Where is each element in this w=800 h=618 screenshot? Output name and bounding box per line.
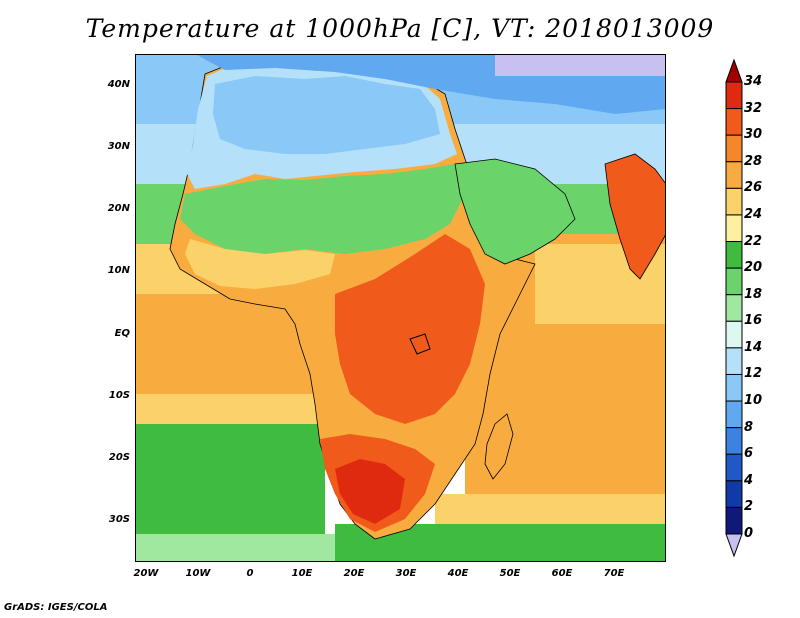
y-tick-label: 20N [107,203,130,214]
x-tick-label: 60E [551,568,573,579]
colorbar-label: 12 [744,366,763,382]
colorbar-segment [725,81,743,110]
colorbar-segment [725,373,743,402]
colorbar-cap-top [725,58,743,83]
colorbar-segment [725,506,743,535]
x-tick-label: 10W [185,568,211,579]
cold-corner [495,54,666,76]
x-tick-label: 30E [395,568,417,579]
colorbar-segment [725,427,743,455]
x-tick-label: 20W [133,568,159,579]
colorbar-label: 34 [744,74,763,89]
colorbar-segment [725,161,743,189]
sahel-green-zone [180,164,465,254]
map-title: Temperature at 1000hPa [C], VT: 20180130… [85,14,715,43]
colorbar-segment [725,400,743,429]
colorbar-segment [725,453,743,482]
colorbar-label: 32 [744,100,763,116]
colorbar-segment [725,241,743,269]
x-tick-label: 70E [603,568,625,579]
ocean-south-atlantic-edge [135,534,335,562]
colorbar-segment [725,320,743,349]
colorbar-segment [725,480,743,508]
colorbar-label: 14 [744,339,763,355]
colorbar-label: 6 [744,446,754,462]
x-tick-label: 10E [291,568,313,579]
colorbar-segment [725,108,743,136]
arabian-peninsula [454,158,576,265]
colorbar-label: 10 [744,393,763,409]
y-tick-label: 30S [108,514,130,525]
colorbar-label: 24 [744,206,763,222]
colorbar-label: 4 [744,472,754,488]
kalahari-hottest-zone [335,459,405,524]
y-tick-label: 10N [107,265,130,276]
lake-victoria [409,333,431,355]
x-tick-label: 20E [343,568,365,579]
x-tick-label: 40E [447,568,469,579]
colorbar-label: 20 [744,260,763,276]
credit-footer: GrADS: IGES/COLA [4,602,108,613]
east-africa-hot-zone [335,234,485,424]
colorbar-label: 0 [744,526,754,541]
ocean-south-atlantic-warm [135,394,325,424]
x-tick-label: 50E [499,568,521,579]
colorbar-label: 16 [744,313,763,329]
temperature-map [135,54,666,562]
colorbar-label: 30 [744,127,763,143]
y-tick-label: 10S [108,390,130,401]
colorbar-segment [725,134,743,163]
y-tick-label: EQ [114,328,130,339]
colorbar-segment [725,187,743,216]
india [604,153,666,280]
colorbar-segment [725,347,743,375]
y-tick-label: 20S [108,452,130,463]
colorbar-label: 8 [744,419,754,435]
west-africa-warm [185,239,335,289]
colorbar-segment [725,214,743,243]
colorbar-label: 26 [744,180,763,196]
colorbar-label: 2 [744,499,754,515]
y-tick-label: 40N [107,79,130,90]
madagascar [484,413,514,480]
color-scale-bar [725,58,743,558]
colorbar-label: 28 [744,153,763,169]
ocean-south-atlantic-cool [135,424,325,544]
colorbar-label: 18 [744,286,763,302]
colorbar-label: 22 [744,233,763,249]
plot-frame [135,54,666,562]
colorbar-cap-bottom [725,533,743,558]
colorbar-segment [725,294,743,322]
x-tick-label: 0 [246,568,254,579]
sahara-blue-zone [213,76,440,154]
y-tick-label: 30N [107,141,130,152]
colorbar-segment [725,267,743,296]
